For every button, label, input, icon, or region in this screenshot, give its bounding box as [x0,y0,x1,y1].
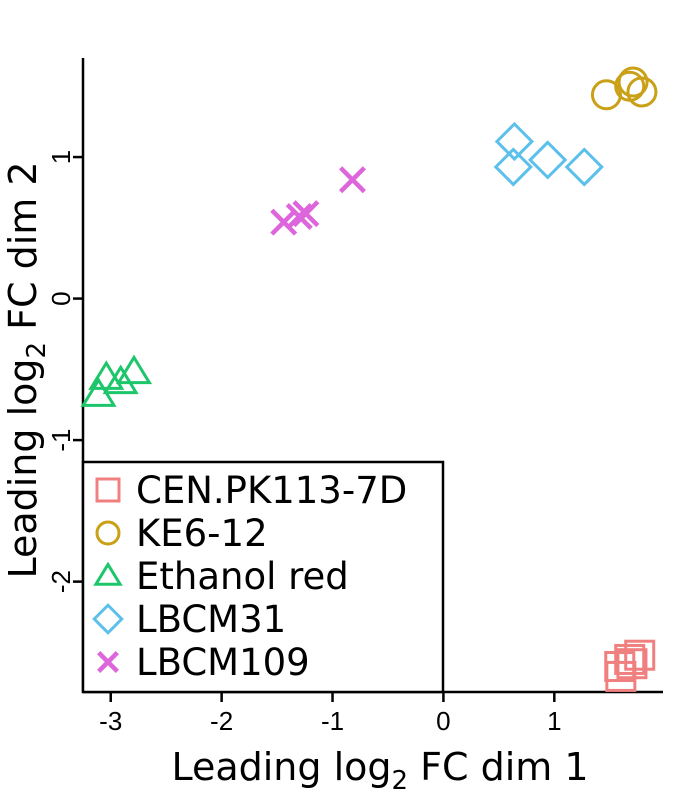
x-tick-label: -3 [99,706,122,736]
legend-label: LBCM31 [136,598,286,641]
legend-marker-circle [95,520,121,546]
data-point-square [616,648,648,680]
data-point-diamond [528,140,568,180]
data-point-square [624,639,656,671]
data-point-triangle [88,360,125,390]
x-tick-label: -1 [321,706,344,736]
data-point-x [338,166,366,194]
legend-marker-diamond [92,603,124,635]
x-ticks: -3 -2 -1 0 1 [99,692,562,736]
data-point-triangle [102,364,139,395]
y-axis-title-subscript: 2 [22,342,52,359]
legend-label: LBCM109 [136,641,310,684]
x-axis-title: Leading log2 FC dim 1 [171,745,588,792]
y-tick-label: -1 [46,429,76,452]
legend-label: KE6-12 [136,512,268,555]
data-point-triangle [115,354,153,385]
data-point-circle [626,76,658,108]
data-point-diamond [493,147,533,187]
legend-label: Ethanol red [136,555,349,598]
legend-label: CEN.PK113-7D [136,469,407,512]
data-points [80,66,658,692]
x-tick-label: 0 [436,706,450,736]
y-tick-label: 0 [46,291,76,305]
y-tick-label: 1 [46,150,76,164]
data-point-circle [617,66,649,98]
data-point-triangle [80,377,117,407]
x-tick-label: -2 [210,706,233,736]
x-tick-label: 1 [547,706,561,736]
data-point-square [614,643,646,675]
legend-marker-square [95,477,121,503]
x-axis-title-subscript: 2 [392,766,409,792]
legend-marker-x [97,651,119,673]
data-point-diamond [494,121,535,162]
legend-box [81,460,445,694]
data-point-x [292,200,320,228]
y-tick-label: -2 [46,570,76,593]
y-axis-title: Leading log2 FC dim 2 [1,161,52,578]
data-point-x [285,203,313,230]
y-ticks: -2 -1 0 1 [46,150,83,593]
data-point-diamond [564,147,604,187]
data-point-x [270,208,298,236]
legend-marker-triangle [93,561,123,586]
